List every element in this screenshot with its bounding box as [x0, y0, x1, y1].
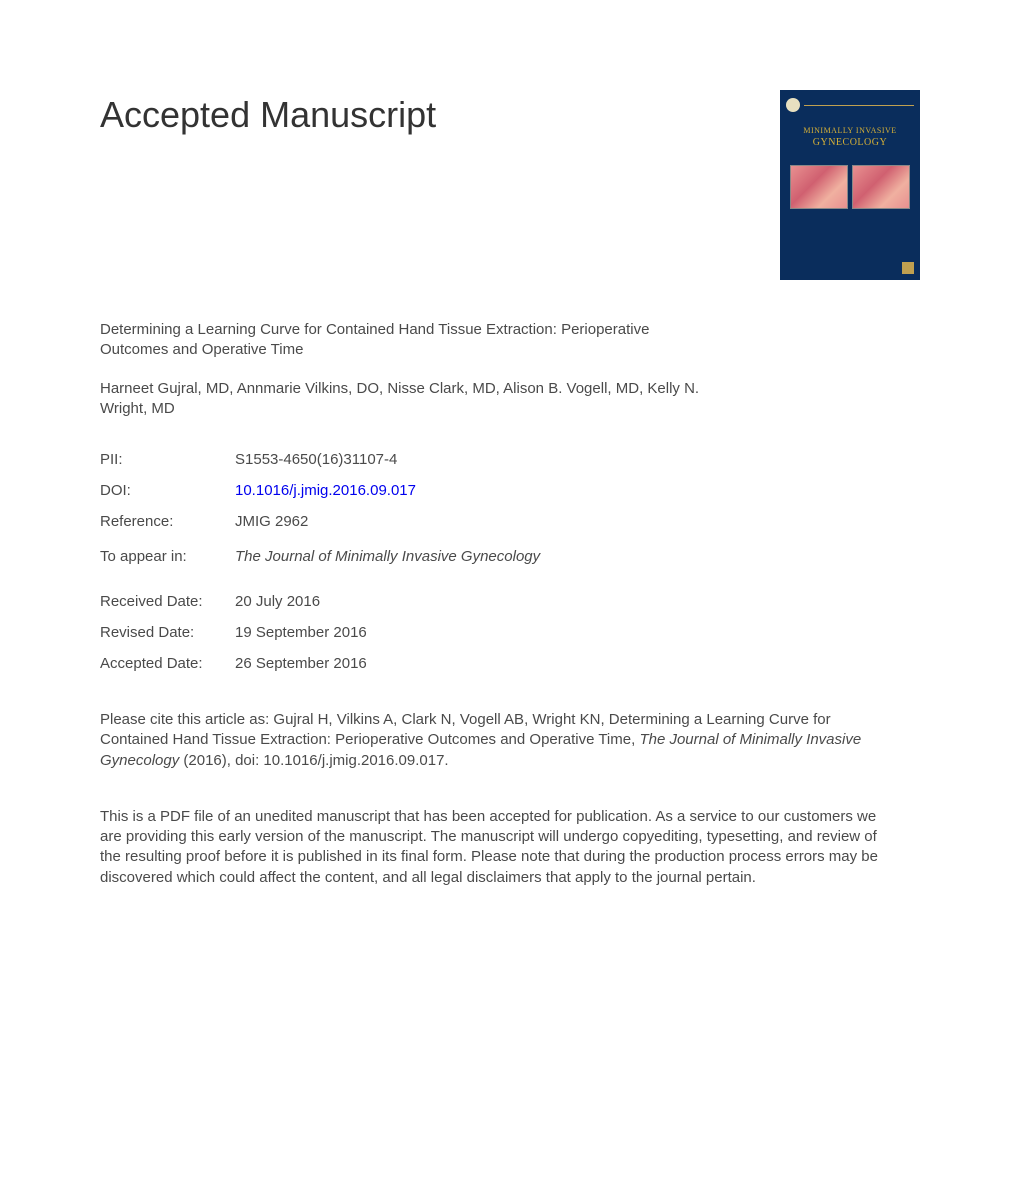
meta-table: PII: S1553-4650(16)31107-4 DOI: 10.1016/… [100, 449, 920, 674]
appear-label: To appear in: [100, 546, 235, 567]
meta-row-received: Received Date: 20 July 2016 [100, 591, 920, 612]
cover-divider [804, 105, 914, 106]
cover-image-left [790, 165, 848, 209]
citation-block: Please cite this article as: Gujral H, V… [100, 710, 880, 771]
cover-title-line1: MINIMALLY INVASIVE [803, 126, 896, 136]
accepted-label: Accepted Date: [100, 653, 235, 674]
received-value: 20 July 2016 [235, 591, 320, 612]
meta-row-appear: To appear in: The Journal of Minimally I… [100, 546, 920, 567]
doi-link[interactable]: 10.1016/j.jmig.2016.09.017 [235, 480, 416, 501]
cover-image-right [852, 165, 910, 209]
header-row: Accepted Manuscript MINIMALLY INVASIVE G… [100, 90, 920, 280]
meta-row-pii: PII: S1553-4650(16)31107-4 [100, 449, 920, 470]
reference-value: JMIG 2962 [235, 511, 308, 532]
publisher-logo-icon [902, 262, 914, 274]
appear-value: The Journal of Minimally Invasive Gyneco… [235, 546, 540, 567]
revised-value: 19 September 2016 [235, 622, 367, 643]
meta-row-reference: Reference: JMIG 2962 [100, 511, 920, 532]
pii-label: PII: [100, 449, 235, 470]
pii-value: S1553-4650(16)31107-4 [235, 449, 397, 470]
reference-label: Reference: [100, 511, 235, 532]
article-title-block: Determining a Learning Curve for Contain… [100, 320, 720, 361]
cover-logo-icon [786, 98, 800, 112]
article-title: Determining a Learning Curve for Contain… [100, 320, 720, 361]
journal-cover: MINIMALLY INVASIVE GYNECOLOGY [780, 90, 920, 280]
accepted-value: 26 September 2016 [235, 653, 367, 674]
revised-label: Revised Date: [100, 622, 235, 643]
dates-block: Received Date: 20 July 2016 Revised Date… [100, 591, 920, 674]
meta-row-revised: Revised Date: 19 September 2016 [100, 622, 920, 643]
page-heading: Accepted Manuscript [100, 90, 436, 140]
meta-row-accepted: Accepted Date: 26 September 2016 [100, 653, 920, 674]
article-authors: Harneet Gujral, MD, Annmarie Vilkins, DO… [100, 379, 720, 420]
cover-title-line2: GYNECOLOGY [803, 136, 896, 149]
cover-images [790, 165, 910, 209]
cover-title: MINIMALLY INVASIVE GYNECOLOGY [803, 126, 896, 149]
meta-row-doi: DOI: 10.1016/j.jmig.2016.09.017 [100, 480, 920, 501]
doi-label: DOI: [100, 480, 235, 501]
citation-suffix: (2016), doi: 10.1016/j.jmig.2016.09.017. [179, 752, 448, 769]
cover-logo-row [786, 98, 914, 112]
received-label: Received Date: [100, 591, 235, 612]
disclaimer-block: This is a PDF file of an unedited manusc… [100, 807, 890, 888]
